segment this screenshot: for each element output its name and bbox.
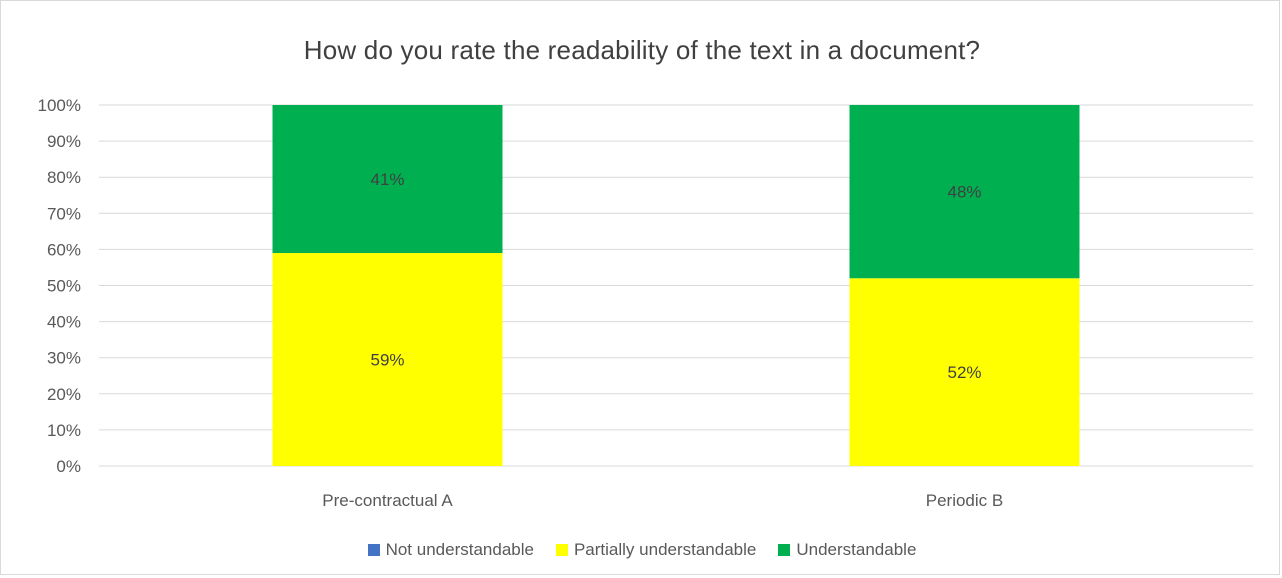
data-label: 59% [370,351,404,370]
y-tick-label: 70% [47,204,81,223]
y-tick-label: 80% [47,168,81,187]
y-tick-label: 50% [47,277,81,296]
legend-swatch [555,544,568,556]
legend-item: Understandable [778,540,916,560]
y-tick-label: 20% [47,385,81,404]
legend-item: Not understandable [367,540,534,560]
legend-swatch [778,544,791,556]
legend-swatch [367,544,380,556]
y-tick-label: 40% [47,313,81,332]
x-tick-label: Pre-contractual A [322,491,453,510]
data-labels: 59% 41% 52% 48% [370,170,981,382]
bar-segment-understandable [849,105,1080,279]
bar-segment-partially-understandable [849,278,1080,466]
data-label: 41% [370,170,404,189]
data-label: 52% [947,363,981,382]
legend-label: Understandable [796,540,917,559]
legend-label: Not understandable [385,540,534,559]
bar-segment-understandable [272,105,503,254]
legend-label: Partially understandable [573,540,757,559]
chart-title: How do you rate the readability of the t… [303,35,981,65]
data-label: 48% [947,183,981,202]
legend: Not understandable Partially understandab… [1,540,1282,560]
y-tick-label: 0% [56,457,81,476]
y-tick-label: 30% [47,349,81,368]
bars [272,105,1080,466]
y-tick-label: 10% [47,421,81,440]
y-tick-label: 60% [47,240,81,259]
x-axis-labels: Pre-contractual A Periodic B [322,491,1003,510]
gridlines [99,104,1253,467]
legend-item: Partially understandable [555,540,757,560]
bar-segment-partially-understandable [272,253,503,466]
y-tick-label: 100% [38,96,81,115]
y-tick-label: 90% [47,132,81,151]
y-axis-ticks: 0% 10% 20% 30% 40% 50% 60% 70% 80% 90% 100% [38,96,81,476]
x-tick-label: Periodic B [926,491,1003,510]
